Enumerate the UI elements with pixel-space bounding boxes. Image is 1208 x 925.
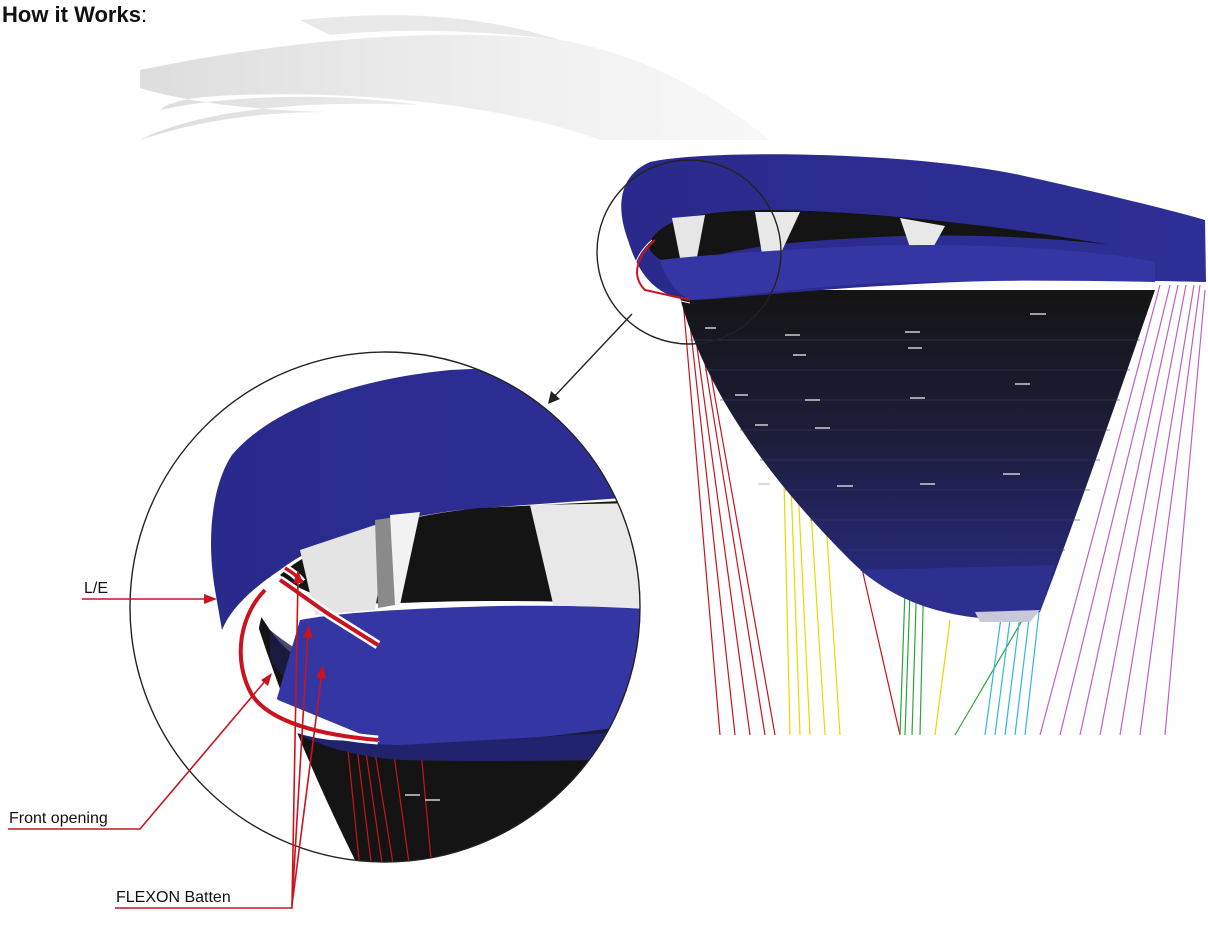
flexon-battens bbox=[236, 564, 381, 745]
main-wing-view bbox=[548, 154, 1206, 736]
zoom-detail-view bbox=[129, 351, 641, 863]
callout-front-opening-leader bbox=[8, 679, 267, 830]
zoom-canopy-top bbox=[211, 360, 640, 630]
zoom-connector-arrow bbox=[548, 313, 633, 404]
zoom-circle-border bbox=[129, 351, 641, 863]
callout-flexon-batten-leader bbox=[115, 577, 323, 909]
detail-marker-circle bbox=[596, 159, 782, 345]
brush-stroke-decoration bbox=[140, 15, 770, 140]
callout-front-opening-label: Front opening bbox=[9, 810, 108, 827]
cell-bands bbox=[690, 339, 1140, 551]
callout-le-label: L/E bbox=[84, 580, 109, 597]
lines-magenta bbox=[1039, 284, 1206, 736]
lines-red bbox=[682, 299, 901, 736]
attachment-points bbox=[705, 313, 1046, 487]
callout-flexon-batten-label: FLEXON Batten bbox=[116, 889, 231, 906]
page-title: How it Works: bbox=[2, 2, 148, 27]
wing-underside bbox=[678, 290, 1155, 618]
